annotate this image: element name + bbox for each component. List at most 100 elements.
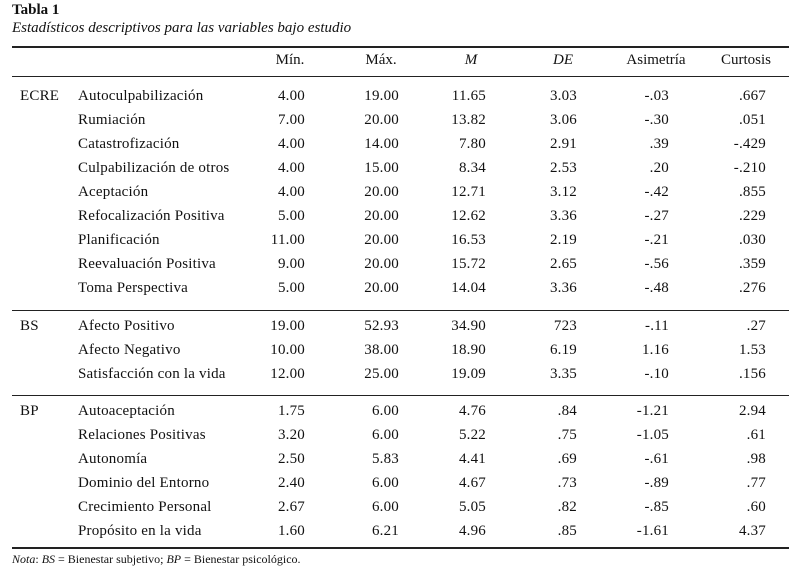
cell-min: 5.00 xyxy=(277,208,305,224)
cell-m: 11.65 xyxy=(451,88,486,104)
cell-de: 2.65 xyxy=(549,256,577,272)
variable-name: Propósito en la vida xyxy=(78,523,202,539)
cell-max: 20.00 xyxy=(364,232,399,248)
cell-m: 12.62 xyxy=(451,208,486,224)
cell-de: 2.19 xyxy=(549,232,577,248)
cell-min: 4.00 xyxy=(277,160,305,176)
cell-m: 4.41 xyxy=(458,451,486,467)
cell-min: 3.20 xyxy=(277,427,305,443)
cell-m: 4.96 xyxy=(458,523,486,539)
cell-de: .84 xyxy=(557,403,577,419)
table-title: Tabla 1 xyxy=(12,2,60,18)
cell-max: 6.00 xyxy=(371,403,399,419)
cell-curtosis: .61 xyxy=(746,427,766,443)
table-row: Dominio del Entorno 2.40 6.00 4.67 .73 -.89 .7… xyxy=(0,475,800,497)
cell-asimetria: -.11 xyxy=(645,318,669,334)
top-rule xyxy=(12,46,789,48)
cell-de: 2.91 xyxy=(549,136,577,152)
cell-asimetria: -1.21 xyxy=(636,403,669,419)
table-subtitle: Estadísticos descriptivos para las varia… xyxy=(12,20,352,36)
cell-min: 5.00 xyxy=(277,280,305,296)
table-note: Nota: BS = Bienestar subjetivo; BP = Bie… xyxy=(12,552,301,567)
header-rule xyxy=(12,76,789,77)
cell-curtosis: 4.37 xyxy=(738,523,766,539)
note-abbr-bs: BS xyxy=(41,552,56,566)
cell-m: 5.22 xyxy=(458,427,486,443)
header-min: Mín. xyxy=(275,52,305,68)
table-row: Toma Perspectiva 5.00 20.00 14.04 3.36 -.48 .2… xyxy=(0,280,800,302)
cell-m: 18.90 xyxy=(451,342,486,358)
cell-min: 19.00 xyxy=(270,318,305,334)
header-max: Máx. xyxy=(365,52,397,68)
cell-curtosis: .359 xyxy=(738,256,766,272)
cell-m: 15.72 xyxy=(451,256,486,272)
cell-asimetria: -.03 xyxy=(644,88,669,104)
cell-de: 3.36 xyxy=(549,280,577,296)
cell-curtosis: .60 xyxy=(746,499,766,515)
table-row: BP Autoaceptación 1.75 6.00 4.76 .84 -1.21 2.94 xyxy=(0,403,800,425)
variable-name: Rumiación xyxy=(78,112,146,128)
cell-min: 1.60 xyxy=(277,523,305,539)
cell-curtosis: 2.94 xyxy=(738,403,766,419)
group-separator xyxy=(12,395,789,396)
cell-asimetria: 1.16 xyxy=(641,342,669,358)
cell-max: 38.00 xyxy=(364,342,399,358)
cell-max: 20.00 xyxy=(364,280,399,296)
note-label: Nota xyxy=(12,552,36,566)
cell-asimetria: -.21 xyxy=(644,232,669,248)
variable-name: Afecto Positivo xyxy=(78,318,175,334)
variable-name: Dominio del Entorno xyxy=(78,475,210,491)
header-de: DE xyxy=(553,52,573,68)
cell-max: 25.00 xyxy=(364,366,399,382)
cell-asimetria: -.89 xyxy=(644,475,669,491)
cell-asimetria: -.48 xyxy=(644,280,669,296)
cell-de: 3.35 xyxy=(549,366,577,382)
table-row: Autonomía 2.50 5.83 4.41 .69 -.61 .98 xyxy=(0,451,800,473)
cell-curtosis: .229 xyxy=(738,208,766,224)
cell-min: 1.75 xyxy=(277,403,305,419)
cell-max: 20.00 xyxy=(364,112,399,128)
cell-m: 5.05 xyxy=(458,499,486,515)
table-row: Satisfacción con la vida 12.00 25.00 19.09 3… xyxy=(0,366,800,388)
cell-m: 4.67 xyxy=(458,475,486,491)
cell-min: 4.00 xyxy=(277,136,305,152)
cell-asimetria: -1.05 xyxy=(636,427,669,443)
variable-name: Planificación xyxy=(78,232,160,248)
cell-curtosis: .77 xyxy=(746,475,766,491)
cell-de: 2.53 xyxy=(549,160,577,176)
cell-de: .82 xyxy=(557,499,577,515)
variable-name: Crecimiento Personal xyxy=(78,499,212,515)
cell-asimetria: -.61 xyxy=(644,451,669,467)
cell-max: 52.93 xyxy=(364,318,399,334)
cell-min: 2.40 xyxy=(277,475,305,491)
cell-asimetria: -.56 xyxy=(644,256,669,272)
table-row: Crecimiento Personal 2.67 6.00 5.05 .82 -.85.… xyxy=(0,499,800,521)
variable-name: Autoaceptación xyxy=(78,403,175,419)
variable-name: Autonomía xyxy=(78,451,148,467)
cell-m: 12.71 xyxy=(451,184,486,200)
cell-curtosis: -.210 xyxy=(733,160,766,176)
cell-curtosis: .855 xyxy=(738,184,766,200)
variable-name: Aceptación xyxy=(78,184,149,200)
cell-asimetria: -.85 xyxy=(644,499,669,515)
group-separator xyxy=(12,310,789,311)
cell-de: 6.19 xyxy=(549,342,577,358)
cell-max: 20.00 xyxy=(364,256,399,272)
cell-curtosis: .030 xyxy=(738,232,766,248)
cell-max: 6.00 xyxy=(371,475,399,491)
cell-min: 12.00 xyxy=(270,366,305,382)
table-row: Afecto Negativo 10.00 38.00 18.90 6.19 1.16 1.… xyxy=(0,342,800,364)
cell-curtosis: .667 xyxy=(738,88,766,104)
cell-max: 6.00 xyxy=(371,499,399,515)
variable-name: Toma Perspectiva xyxy=(78,280,189,296)
table-row: Catastrofización 4.00 14.00 7.80 2.91 .39 -.42… xyxy=(0,136,800,158)
cell-curtosis: .156 xyxy=(738,366,766,382)
cell-de: 3.06 xyxy=(549,112,577,128)
bottom-rule xyxy=(12,547,789,549)
cell-de: 723 xyxy=(553,318,577,334)
note-separator: : xyxy=(35,552,42,566)
variable-name: Culpabilización de otros xyxy=(78,160,230,176)
cell-curtosis: .98 xyxy=(746,451,766,467)
cell-de: 3.03 xyxy=(549,88,577,104)
cell-curtosis: -.429 xyxy=(733,136,766,152)
